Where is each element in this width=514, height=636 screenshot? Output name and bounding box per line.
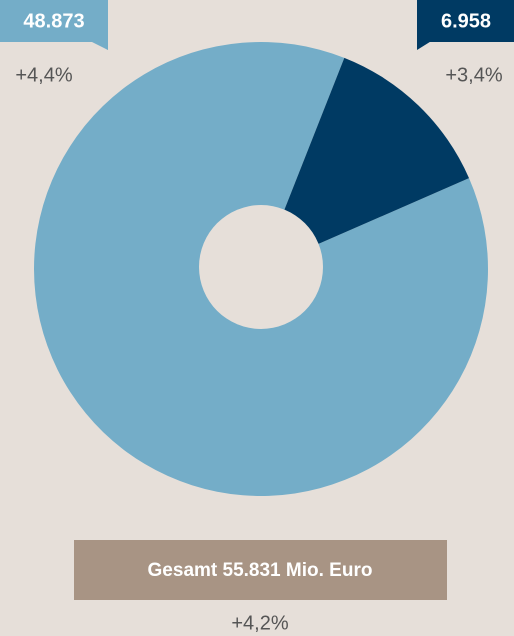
total-label: Gesamt 55.831 Mio. Euro <box>148 560 373 581</box>
total-change: +4,2% <box>231 612 288 634</box>
donut-hole <box>199 205 323 329</box>
label-box <box>417 0 514 42</box>
label-box <box>0 0 108 42</box>
label-tail <box>92 40 108 50</box>
label-tail <box>417 40 433 50</box>
change-label: +3,4% <box>445 64 502 86</box>
change-label: +4,4% <box>15 64 72 86</box>
value-label: 6.958 <box>441 10 491 32</box>
total-box <box>74 540 447 600</box>
value-label: 48.873 <box>23 10 84 32</box>
slice <box>261 57 470 270</box>
